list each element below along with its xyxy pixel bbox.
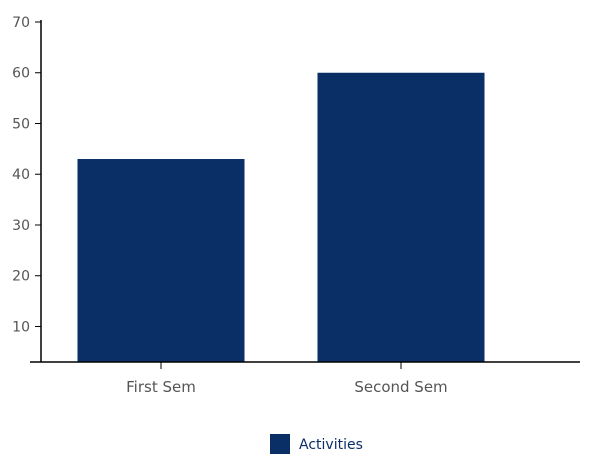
y-tick-label-50: 50 [12, 116, 30, 132]
y-tick-label-40: 40 [12, 167, 30, 183]
bars-layer [77, 72, 485, 362]
x-tick-label-2: Second Sem [354, 378, 447, 396]
y-tick-label-30: 30 [12, 218, 30, 234]
y-tick-label-60: 60 [12, 66, 30, 82]
y-tick-label-10: 10 [12, 319, 30, 335]
y-tick-label-70: 70 [12, 15, 30, 31]
bar-1 [77, 159, 245, 362]
x-tick-label-1: First Sem [126, 378, 196, 396]
bar-2 [317, 72, 485, 362]
legend: Activities [270, 434, 363, 454]
legend-label: Activities [299, 437, 363, 453]
y-tick-label-20: 20 [12, 269, 30, 285]
axes-layer: First Sem Second Sem 10 20 30 40 50 60 70 [12, 15, 580, 396]
legend-swatch [270, 434, 290, 454]
